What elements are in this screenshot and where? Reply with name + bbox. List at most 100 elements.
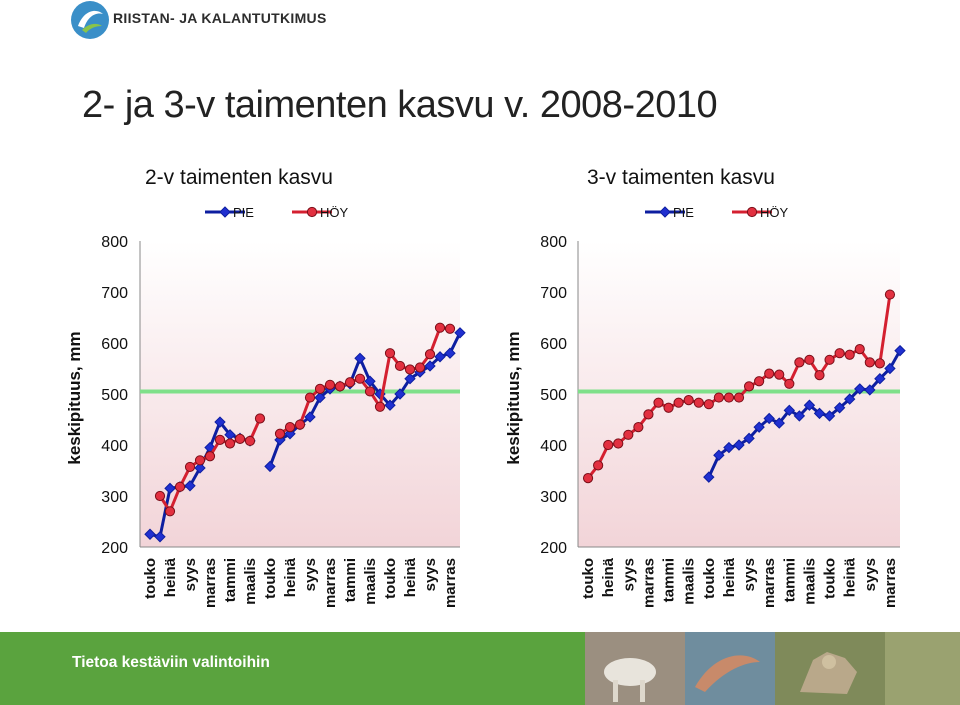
data-point-pie [884, 362, 896, 375]
data-point-pie [763, 412, 775, 425]
data-point-höy [214, 434, 226, 445]
data-point-höy [324, 379, 336, 390]
x-tick-label: heinä [721, 557, 738, 597]
x-tick-label: heinä [402, 557, 419, 597]
data-point-höy [244, 435, 256, 447]
data-point-höy [294, 419, 306, 430]
data-point-höy [254, 413, 266, 424]
data-point-höy [794, 357, 805, 368]
x-tick-label: heinä [282, 557, 299, 597]
data-point-pie [793, 410, 806, 422]
y-tick-label: 600 [540, 336, 567, 353]
x-tick-label: heinä [842, 557, 859, 597]
x-tick-label: syys [741, 558, 758, 591]
data-point-pie [404, 372, 416, 385]
data-point-pie [733, 439, 745, 451]
data-point-pie [444, 347, 456, 359]
y-tick-label: 800 [540, 234, 567, 251]
data-point-pie [314, 391, 326, 404]
data-point-höy [713, 392, 724, 403]
data-point-höy [593, 460, 604, 471]
data-point-höy [723, 392, 735, 403]
y-axis-title: keskipituus, mm [504, 331, 523, 464]
x-tick-label: touko [822, 558, 839, 599]
legend-marker-höy [746, 206, 758, 218]
data-point-pie [394, 388, 406, 400]
data-point-höy [204, 451, 216, 462]
data-point-höy [164, 506, 176, 517]
x-tick-label: tammi [781, 558, 798, 602]
data-point-höy [344, 377, 356, 388]
data-point-pie [194, 462, 206, 474]
data-point-pie [354, 352, 366, 365]
data-point-höy [703, 399, 714, 410]
y-axis-title: keskipituus, mm [65, 331, 84, 464]
x-tick-label: touko [580, 558, 597, 599]
data-point-höy [784, 378, 795, 389]
data-point-pie [753, 421, 765, 433]
logo-emblem-icon [71, 1, 109, 39]
chart-title-2v: 2-v taimenten kasvu [145, 166, 333, 189]
data-point-pie [364, 375, 376, 387]
x-tick-label: syys [302, 558, 319, 591]
x-tick-label: syys [862, 558, 879, 591]
y-tick-label: 200 [540, 540, 567, 557]
data-point-pie [184, 480, 196, 492]
data-point-pie [164, 482, 176, 495]
data-point-höy [673, 397, 684, 408]
data-point-pie [843, 393, 856, 405]
data-point-höy [414, 362, 426, 373]
x-tick-label: touko [262, 558, 279, 599]
data-point-pie [783, 404, 796, 417]
y-tick-label: 200 [101, 540, 128, 557]
data-point-höy [304, 392, 316, 403]
x-tick-label: marras [882, 558, 899, 608]
footer-tagline: Tietoa kestäviin valintoihin [72, 654, 270, 671]
x-tick-label: marras [322, 558, 339, 608]
data-point-höy [834, 348, 845, 359]
x-tick-label: touko [701, 558, 718, 599]
data-point-pie [144, 528, 156, 540]
data-point-höy [693, 397, 704, 408]
data-point-pie [874, 372, 886, 385]
data-point-pie [803, 399, 816, 411]
data-point-höy [384, 348, 396, 359]
x-tick-label: marras [640, 558, 657, 608]
data-point-höy [814, 370, 825, 381]
data-point-höy [844, 349, 855, 360]
legend-label-pie: PIE [673, 205, 694, 220]
x-tick-label: maalis [801, 558, 818, 605]
data-point-höy [854, 344, 865, 355]
data-point-höy [154, 490, 166, 502]
data-point-pie [773, 417, 785, 429]
x-tick-label: marras [442, 558, 459, 608]
charts-canvas: 200 300 400 500 600 700 800 keskipituus, mm touk… [65, 205, 906, 608]
data-point-höy [874, 358, 885, 369]
chart-title-3v: 3-v taimenten kasvu [587, 166, 775, 189]
data-point-höy [224, 438, 236, 449]
footer-photo-strip [585, 632, 960, 705]
data-point-höy [364, 386, 376, 397]
legend-marker-pie [219, 206, 231, 218]
data-point-höy [764, 368, 775, 379]
footer-bar: Tietoa kestäviin valintoihin [0, 632, 960, 705]
data-point-höy [663, 402, 674, 413]
data-point-höy [683, 395, 694, 406]
data-point-höy [603, 439, 614, 451]
data-point-höy [633, 422, 644, 433]
data-point-höy [864, 357, 875, 368]
data-point-höy [733, 392, 745, 403]
data-point-pie [813, 407, 826, 420]
x-tick-label: syys [182, 558, 199, 591]
data-point-höy [743, 381, 755, 392]
legend-label-höy: HÖY [320, 205, 349, 220]
data-point-höy [613, 438, 624, 449]
x-tick-label: touko [142, 558, 159, 599]
data-point-pie [214, 416, 226, 428]
page-title: 2- ja 3-v taimenten kasvu v. 2008-2010 [82, 84, 718, 126]
data-point-pie [384, 399, 396, 411]
data-point-pie [854, 383, 866, 395]
x-tick-label: maalis [242, 558, 259, 605]
data-point-höy [824, 354, 835, 365]
data-point-pie [713, 449, 725, 461]
